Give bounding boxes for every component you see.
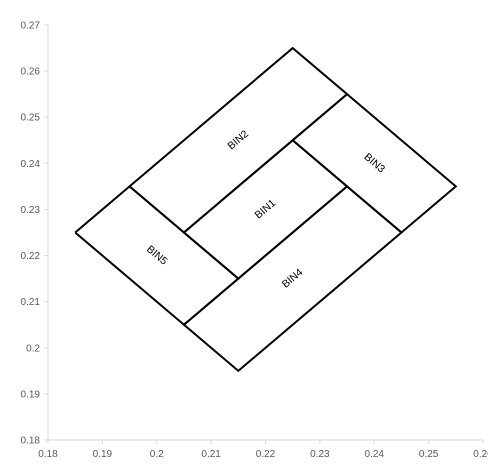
y-tick-label: 0.18 xyxy=(21,436,41,447)
y-tick-label: 0.25 xyxy=(21,113,41,124)
y-tick-label: 0.19 xyxy=(21,389,41,400)
y-tick-label: 0.2 xyxy=(26,343,40,354)
x-tick-label: 0.19 xyxy=(93,449,113,460)
y-axis: 0.18 0.19 0.2 0.21 0.22 0.23 0.24 0.25 0.26 0.27 xyxy=(21,21,49,447)
y-tick-label: 0.22 xyxy=(21,251,41,262)
y-tick-label: 0.21 xyxy=(21,297,41,308)
x-tick-label: 0.2 xyxy=(150,449,164,460)
bin-bin3-label: BIN3 xyxy=(362,151,388,175)
x-tick-label: 0.26 xyxy=(473,449,488,460)
x-tick-label: 0.21 xyxy=(201,449,221,460)
bins: BIN1 BIN2 BIN3 BIN4 BIN5 xyxy=(74,46,458,373)
bin-bin2-label: BIN2 xyxy=(225,128,251,152)
bin-bin4-label: BIN4 xyxy=(280,266,306,290)
x-tick-label: 0.22 xyxy=(256,449,276,460)
bin-bin4-outline xyxy=(183,185,403,373)
y-tick-label: 0.24 xyxy=(21,159,41,170)
y-tick-label: 0.23 xyxy=(21,205,41,216)
bin-bin5-label: BIN5 xyxy=(144,243,170,267)
bin-bin5-outline xyxy=(74,185,240,327)
bin-bin1-label: BIN1 xyxy=(253,197,279,221)
y-tick-label: 0.27 xyxy=(21,21,41,32)
x-tick-label: 0.25 xyxy=(419,449,439,460)
x-tick-label: 0.24 xyxy=(365,449,385,460)
x-axis: 0.18 0.19 0.2 0.21 0.22 0.23 0.24 0.25 0.26 xyxy=(38,439,488,460)
x-tick-label: 0.23 xyxy=(310,449,330,460)
y-tick-label: 0.26 xyxy=(21,67,41,78)
x-tick-label: 0.18 xyxy=(38,449,58,460)
